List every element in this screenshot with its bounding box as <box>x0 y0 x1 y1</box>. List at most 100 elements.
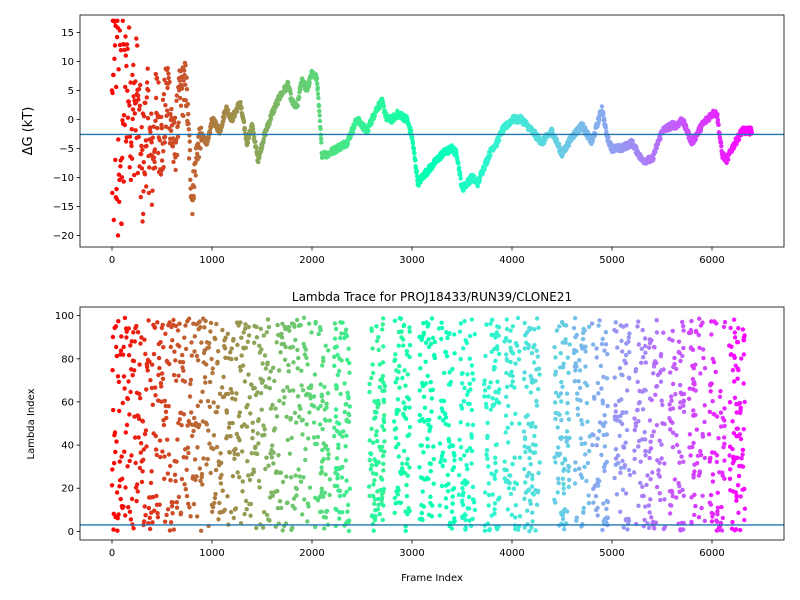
lambda-point <box>428 494 433 499</box>
y-tick-label: 100 <box>55 311 74 322</box>
lambda-point <box>553 416 558 422</box>
lambda-point <box>637 388 642 394</box>
lambda-point <box>150 402 155 407</box>
lambda-point <box>240 449 245 454</box>
lambda-point <box>439 456 444 461</box>
delta-g-point <box>138 82 143 88</box>
lambda-point <box>536 325 541 330</box>
lambda-point <box>321 494 326 499</box>
lambda-point <box>235 342 240 348</box>
delta-g-point <box>129 140 134 145</box>
lambda-point <box>124 329 129 334</box>
lambda-point <box>604 376 610 381</box>
lambda-point <box>490 492 495 497</box>
lambda-point <box>673 392 678 397</box>
delta-g-point <box>192 184 197 190</box>
lambda-point <box>327 492 332 498</box>
lambda-point <box>445 472 450 478</box>
lambda-point <box>118 348 124 353</box>
lambda-point <box>333 407 339 412</box>
lambda-point <box>599 341 605 347</box>
lambda-point <box>600 527 605 533</box>
lambda-point <box>266 463 271 468</box>
lambda-point <box>313 321 318 326</box>
lambda-point <box>369 463 374 468</box>
lambda-point <box>174 505 180 510</box>
lambda-point <box>167 528 173 533</box>
delta-g-point <box>150 188 155 193</box>
lambda-point <box>373 508 378 513</box>
x-tick-label: 5000 <box>599 548 624 559</box>
lambda-point <box>525 445 531 450</box>
lambda-point <box>472 332 477 337</box>
lambda-point <box>584 478 589 484</box>
lambda-point <box>708 389 713 394</box>
lambda-point <box>487 527 493 532</box>
lambda-point <box>143 351 148 357</box>
lambda-point <box>583 364 588 369</box>
lambda-point <box>697 345 702 350</box>
lambda-point <box>586 500 592 506</box>
delta-g-point <box>550 128 555 133</box>
lambda-point <box>578 398 583 403</box>
lambda-point <box>615 414 620 420</box>
delta-g-point <box>543 137 548 142</box>
y-tick-label: 10 <box>61 57 74 68</box>
lambda-point <box>553 410 558 416</box>
lambda-point <box>731 431 737 436</box>
lambda-point <box>670 445 676 450</box>
lambda-point <box>210 504 216 510</box>
delta-g-point <box>152 159 157 165</box>
lambda-point <box>526 345 531 351</box>
delta-g-point <box>163 124 169 129</box>
lambda-point <box>566 484 571 490</box>
lambda-point <box>428 469 433 474</box>
y-tick-label: 15 <box>61 28 74 39</box>
lambda-point <box>560 516 566 522</box>
lambda-point <box>234 391 239 396</box>
delta-g-point <box>137 107 142 112</box>
x-tick-label: 1000 <box>199 548 224 559</box>
lambda-point <box>613 447 619 452</box>
lambda-point <box>375 438 380 444</box>
lambda-point <box>741 381 746 386</box>
lambda-point <box>556 476 561 481</box>
lambda-point <box>699 505 704 511</box>
lambda-point <box>238 368 243 373</box>
lambda-point <box>424 320 429 325</box>
lambda-point <box>322 526 327 531</box>
lambda-point <box>709 332 714 337</box>
lambda-point <box>186 450 191 456</box>
lambda-point <box>111 407 116 413</box>
lambda-point <box>516 527 521 532</box>
lambda-point <box>564 391 570 396</box>
delta-g-point <box>138 194 143 200</box>
lambda-point <box>298 406 303 411</box>
lambda-point <box>207 341 212 346</box>
lambda-point <box>381 461 386 466</box>
lambda-point <box>345 357 350 363</box>
lambda-point <box>173 323 179 329</box>
y-tick-label: 80 <box>61 354 74 365</box>
lambda-point <box>521 429 527 434</box>
lambda-point <box>690 347 696 352</box>
lambda-point <box>559 418 564 423</box>
lambda-point <box>423 340 429 345</box>
lambda-point <box>565 509 570 514</box>
lambda-point <box>332 434 337 439</box>
lambda-point <box>431 481 436 486</box>
lambda-point <box>624 410 629 415</box>
lambda-point <box>320 398 325 404</box>
lambda-point <box>649 338 654 343</box>
lambda-point <box>442 458 448 463</box>
lambda-point <box>267 386 272 391</box>
delta-g-point <box>135 93 141 98</box>
lambda-point <box>697 316 702 321</box>
lambda-point <box>677 449 682 455</box>
lambda-point <box>380 487 385 493</box>
lambda-point <box>170 338 175 343</box>
lambda-point <box>680 323 686 329</box>
delta-g-point <box>188 177 193 182</box>
lambda-point <box>117 484 122 489</box>
